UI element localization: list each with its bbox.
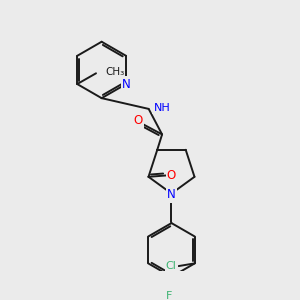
Text: F: F xyxy=(166,291,172,300)
Text: N: N xyxy=(167,188,176,201)
Text: CH₃: CH₃ xyxy=(105,67,125,77)
Text: O: O xyxy=(133,115,142,128)
Text: NH: NH xyxy=(154,103,170,113)
Text: N: N xyxy=(122,77,130,91)
Text: O: O xyxy=(167,169,176,182)
Text: Cl: Cl xyxy=(166,261,177,271)
